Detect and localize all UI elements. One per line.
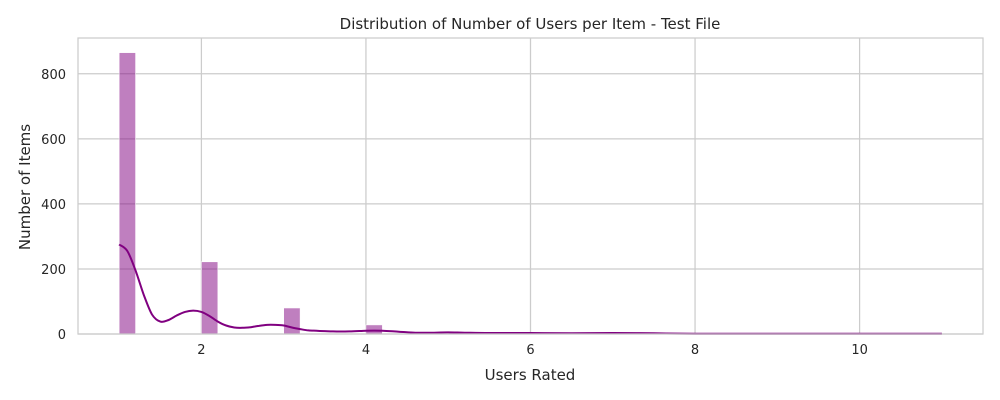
histogram-bar [283,307,301,335]
y-tick-label: 200 [41,263,66,278]
x-tick-labels: 2 4 6 8 10 [197,343,868,358]
x-tick-label: 10 [851,343,868,358]
kde-line [118,243,942,335]
histogram-bar [365,324,383,335]
chart-title: Distribution of Number of Users per Item… [340,15,721,33]
y-axis-label: Number of Items [16,124,34,250]
histogram-bar [118,52,136,335]
x-tick-label: 4 [362,343,370,358]
histogram-bars [118,52,943,335]
x-tick-label: 8 [691,343,699,358]
y-tick-label: 400 [41,198,66,213]
histogram-bar [201,261,219,335]
y-tick-label: 600 [41,133,66,148]
x-axis-label: Users Rated [485,366,576,384]
x-tick-label: 6 [526,343,534,358]
y-tick-label: 800 [41,68,66,83]
y-tick-label: 0 [58,328,66,343]
y-tick-labels: 0 200 400 600 800 [41,68,66,343]
x-tick-label: 2 [197,343,205,358]
plot-frame [77,37,984,335]
